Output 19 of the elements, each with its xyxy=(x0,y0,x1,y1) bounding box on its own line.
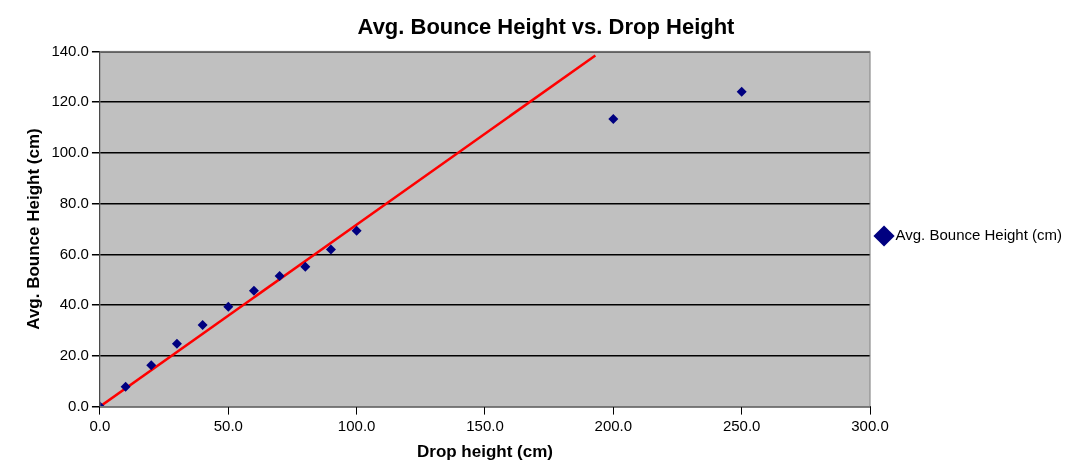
x-tick-label: 200.0 xyxy=(594,416,633,434)
chart-title: Avg. Bounce Height vs. Drop Height xyxy=(357,14,736,40)
y-tick-label: 0.0 xyxy=(68,396,89,414)
y-tick-label: 120.0 xyxy=(51,92,89,110)
x-tick-label: 150.0 xyxy=(466,416,504,434)
y-tick-label: 20.0 xyxy=(59,346,89,363)
y-tick-label: 100.0 xyxy=(51,143,89,161)
y-tick-label: 40.0 xyxy=(59,295,89,313)
x-axis-title: Drop height (cm) xyxy=(416,442,553,462)
y-tick-label: 140.0 xyxy=(51,41,89,59)
legend-label: Avg. Bounce Height (cm) xyxy=(895,226,1062,244)
x-tick-label: 300.0 xyxy=(851,416,889,434)
y-tick-label: 80.0 xyxy=(59,193,89,211)
x-tick-label: 100.0 xyxy=(337,416,376,434)
x-tick-label: 250.0 xyxy=(722,416,761,434)
y-tick-label: 60.0 xyxy=(59,244,89,262)
x-tick-label: 50.0 xyxy=(213,416,243,434)
x-tick-label: 0.0 xyxy=(89,416,111,434)
y-axis-title: Avg. Bounce Height (cm) xyxy=(23,128,43,330)
